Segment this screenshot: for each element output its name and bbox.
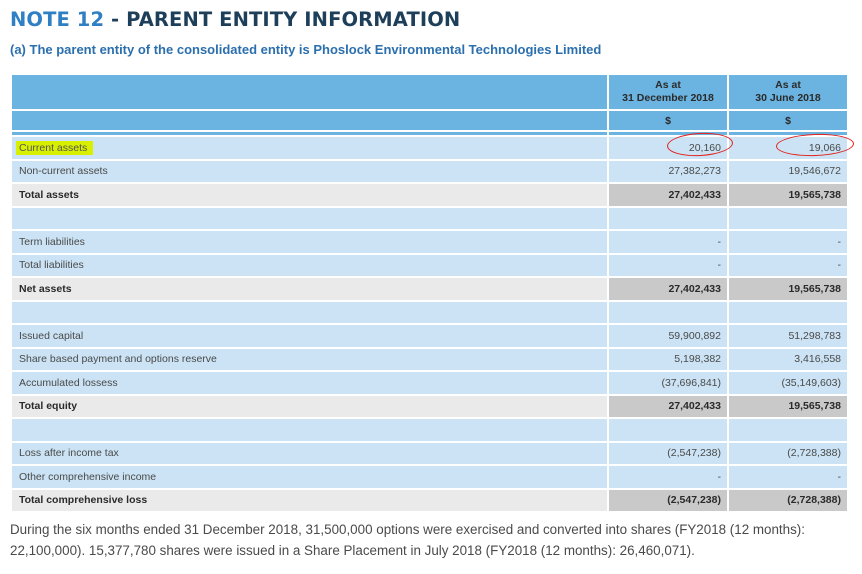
table-unit-row: $ $ (10, 109, 849, 132)
column-header-jun-2018: As at 30 June 2018 (727, 73, 849, 111)
value-jun-2018: - (727, 252, 849, 278)
blank-cell (727, 205, 849, 231)
subtitle: (a) The parent entity of the consolidate… (10, 42, 602, 57)
value-jun-2018: 19,565,738 (727, 393, 849, 419)
value-dec-2018: 27,402,433 (607, 393, 729, 419)
value-dec-2018: (37,696,841) (607, 370, 729, 396)
value-jun-2018: 19,565,738 (727, 276, 849, 302)
blank-cell (10, 417, 609, 443)
table-row: Total liabilities - - (10, 252, 849, 278)
table-row: Share based payment and options reserve … (10, 346, 849, 372)
row-label: Total liabilities (10, 252, 609, 278)
value-dec-2018: - (607, 229, 729, 255)
title-separator: - (104, 8, 127, 31)
table-row: Accumulated lossess (37,696,841) (35,149… (10, 370, 849, 396)
unit-jun-2018: $ (727, 109, 849, 132)
row-label: Total assets (10, 182, 609, 208)
blank-cell (10, 205, 609, 231)
blank-row (10, 205, 849, 231)
row-label: Share based payment and options reserve (10, 346, 609, 372)
unit-dec-2018: $ (607, 109, 729, 132)
column-header-line1: As at (775, 79, 801, 91)
column-header-line1: As at (655, 79, 681, 91)
blank-cell (607, 299, 729, 325)
spacer-cell (727, 130, 849, 137)
value-jun-2018: 19,565,738 (727, 182, 849, 208)
value-dec-2018: 27,382,273 (607, 158, 729, 184)
blank-row (10, 299, 849, 325)
column-header-dec-2018: As at 31 December 2018 (607, 73, 729, 111)
row-label: Non-current assets (10, 158, 609, 184)
blank-cell (727, 417, 849, 443)
table-row: Non-current assets 27,382,273 19,546,672 (10, 158, 849, 184)
footnote-text: During the six months ended 31 December … (10, 522, 805, 558)
row-label: Other comprehensive income (10, 464, 609, 490)
value-jun-2018: 19,066 (727, 135, 849, 161)
note-number: NOTE 12 (10, 8, 105, 31)
value-jun-2018: 19,546,672 (727, 158, 849, 184)
value-jun-2018: 51,298,783 (727, 323, 849, 349)
value-dec-2018: 5,198,382 (607, 346, 729, 372)
parent-entity-table: As at 31 December 2018 As at 30 June 201… (10, 73, 849, 513)
total-row: Total assets 27,402,433 19,565,738 (10, 182, 849, 208)
table-header-row: As at 31 December 2018 As at 30 June 201… (10, 73, 849, 111)
total-row: Total comprehensive loss (2,547,238) (2,… (10, 487, 849, 513)
total-row: Net assets 27,402,433 19,565,738 (10, 276, 849, 302)
table-row: Term liabilities - - (10, 229, 849, 255)
spacer-cell (607, 130, 729, 137)
highlighted-label: Current assets (16, 140, 94, 155)
value-dec-2018: (2,547,238) (607, 487, 729, 513)
note-title: NOTE 12 - PARENT ENTITY INFORMATION (10, 8, 460, 31)
value-jun-2018: 3,416,558 (727, 346, 849, 372)
table-row: Loss after income tax (2,547,238) (2,728… (10, 440, 849, 466)
blank-cell (607, 205, 729, 231)
value-dec-2018: - (607, 252, 729, 278)
row-label: Net assets (10, 276, 609, 302)
blank-cell (607, 417, 729, 443)
value-dec-2018: 27,402,433 (607, 182, 729, 208)
blank-row (10, 417, 849, 443)
table-row: Issued capital 59,900,892 51,298,783 (10, 323, 849, 349)
table-row: Current assets 20,160 19,066 (10, 135, 849, 161)
row-label: Term liabilities (10, 229, 609, 255)
value-jun-2018: - (727, 229, 849, 255)
value-jun-2018: - (727, 464, 849, 490)
value-dec-2018: 59,900,892 (607, 323, 729, 349)
row-label: Total equity (10, 393, 609, 419)
row-label: Loss after income tax (10, 440, 609, 466)
value-dec-2018: - (607, 464, 729, 490)
spacer-cell (10, 130, 609, 137)
row-label: Total comprehensive loss (10, 487, 609, 513)
column-header-line2: 31 December 2018 (622, 92, 714, 104)
value-jun-2018: (2,728,388) (727, 487, 849, 513)
value-jun-2018: (2,728,388) (727, 440, 849, 466)
column-header-line2: 30 June 2018 (755, 92, 821, 104)
blank-cell (10, 299, 609, 325)
value-dec-2018: (2,547,238) (607, 440, 729, 466)
row-label: Issued capital (10, 323, 609, 349)
row-label: Current assets (10, 135, 609, 161)
value-dec-2018: 27,402,433 (607, 276, 729, 302)
unit-label-cell (10, 109, 609, 132)
value-dec-2018: 20,160 (607, 135, 729, 161)
header-spacer-row (10, 130, 849, 137)
blank-cell (727, 299, 849, 325)
note-heading: PARENT ENTITY INFORMATION (126, 8, 461, 31)
table-row: Other comprehensive income - - (10, 464, 849, 490)
total-row: Total equity 27,402,433 19,565,738 (10, 393, 849, 419)
row-label: Accumulated lossess (10, 370, 609, 396)
header-label-cell (10, 73, 609, 111)
value-jun-2018: (35,149,603) (727, 370, 849, 396)
